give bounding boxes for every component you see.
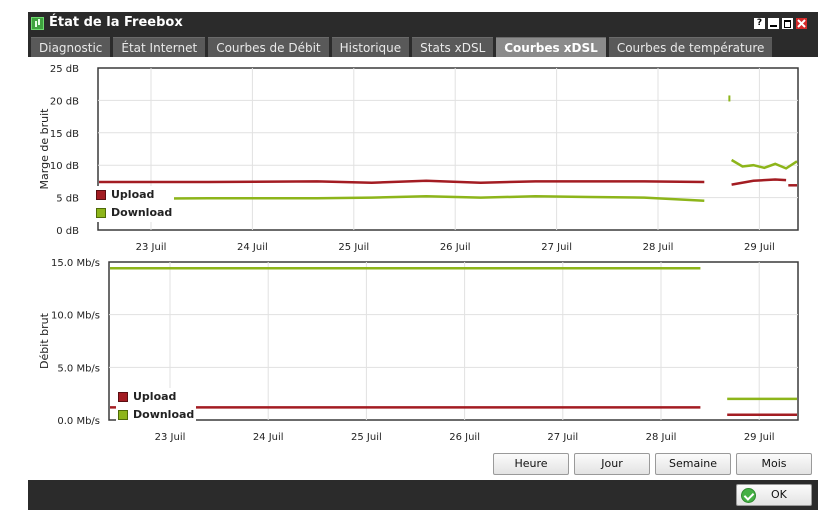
x-tick-label: 26 Juil bbox=[440, 242, 471, 253]
x-tick-label: 23 Juil bbox=[136, 242, 167, 253]
series-line-upload bbox=[731, 178, 787, 186]
tab-historique[interactable]: Historique bbox=[331, 37, 410, 57]
y-tick-label: 5.0 Mb/s bbox=[57, 363, 100, 374]
x-tick-label: 26 Juil bbox=[449, 432, 480, 443]
check-icon bbox=[741, 488, 756, 503]
x-tick-label: 25 Juil bbox=[338, 242, 369, 253]
x-tick-label: 24 Juil bbox=[237, 242, 268, 253]
x-tick-label: 25 Juil bbox=[351, 432, 382, 443]
x-tick-label: 23 Juil bbox=[155, 432, 186, 443]
window-title: État de la Freebox bbox=[49, 15, 183, 30]
series-line-download bbox=[730, 158, 798, 170]
plot-area bbox=[108, 261, 799, 421]
ok-button[interactable]: OK bbox=[736, 484, 812, 506]
y-tick-label: 0.0 Mb/s bbox=[57, 416, 100, 427]
y-tick-label: 0 dB bbox=[56, 226, 79, 237]
y-axis-label: Marge de bruit bbox=[38, 108, 51, 190]
help-button[interactable]: ? bbox=[754, 18, 765, 29]
tab-bar: Diagnostic État Internet Courbes de Débi… bbox=[31, 37, 775, 57]
freebox-status-window: État de la Freebox ? Diagnostic État Int… bbox=[28, 12, 818, 510]
title-bar[interactable]: État de la Freebox ? bbox=[28, 12, 818, 36]
x-tick-label: 24 Juil bbox=[253, 432, 284, 443]
plot-area bbox=[97, 67, 799, 231]
x-tick-label: 29 Juil bbox=[744, 432, 775, 443]
period-hour-button[interactable]: Heure bbox=[493, 453, 569, 475]
tab-content: 0 dB 5 dB 10 dB 15 dB 20 dB 25 dB 23 Juil 24 Ju… bbox=[28, 57, 818, 480]
minimize-button[interactable] bbox=[768, 18, 779, 29]
y-tick-label: 5 dB bbox=[56, 194, 79, 205]
period-day-button[interactable]: Jour bbox=[574, 453, 650, 475]
upload-swatch bbox=[118, 392, 128, 402]
x-tick-label: 28 Juil bbox=[646, 432, 677, 443]
ok-label: OK bbox=[771, 488, 787, 501]
legend-label: Download bbox=[133, 408, 195, 421]
legend-item-download: Download bbox=[94, 204, 174, 222]
y-tick-label: 10.0 Mb/s bbox=[51, 311, 100, 322]
legend-item-download: Download bbox=[116, 406, 196, 424]
x-tick-label: 27 Juil bbox=[547, 432, 578, 443]
legend-label: Upload bbox=[133, 390, 177, 403]
y-axis-label: Débit brut bbox=[38, 312, 51, 369]
dialog-footer: OK bbox=[28, 480, 818, 510]
series-line-upload bbox=[99, 179, 705, 184]
download-swatch bbox=[118, 410, 128, 420]
legend-item-upload: Upload bbox=[116, 388, 196, 406]
xdsl-charts: 0 dB 5 dB 10 dB 15 dB 20 dB 25 dB 23 Juil 24 Ju… bbox=[38, 64, 799, 443]
legend-item-upload: Upload bbox=[94, 186, 174, 204]
y-tick-label: 25 dB bbox=[50, 64, 79, 75]
close-button[interactable] bbox=[796, 18, 807, 29]
maximize-button[interactable] bbox=[782, 18, 793, 29]
y-tick-label: 20 dB bbox=[50, 96, 79, 107]
tab-etat-internet[interactable]: État Internet bbox=[113, 37, 206, 57]
data-point-download bbox=[728, 95, 731, 102]
tab-courbes-xdsl[interactable]: Courbes xDSL bbox=[496, 37, 606, 57]
period-month-button[interactable]: Mois bbox=[736, 453, 812, 475]
close-icon bbox=[797, 19, 806, 28]
legend-label: Download bbox=[111, 206, 173, 219]
y-tick-label: 15.0 Mb/s bbox=[51, 258, 100, 269]
rate-legend: Upload Download bbox=[116, 388, 196, 424]
period-week-button[interactable]: Semaine bbox=[655, 453, 731, 475]
y-tick-label: 10 dB bbox=[50, 161, 79, 172]
x-tick-label: 27 Juil bbox=[541, 242, 572, 253]
tab-courbes-debit[interactable]: Courbes de Débit bbox=[208, 37, 329, 57]
noise-legend: Upload Download bbox=[94, 186, 174, 222]
y-tick-label: 15 dB bbox=[50, 129, 79, 140]
upload-swatch bbox=[96, 190, 106, 200]
legend-label: Upload bbox=[111, 188, 155, 201]
freebox-app-icon bbox=[31, 17, 44, 30]
download-swatch bbox=[96, 208, 106, 218]
tab-stats-xdsl[interactable]: Stats xDSL bbox=[412, 37, 494, 57]
series-line-download bbox=[98, 195, 705, 203]
x-tick-label: 29 Juil bbox=[744, 242, 775, 253]
tab-courbes-temperature[interactable]: Courbes de température bbox=[608, 37, 773, 57]
x-tick-label: 28 Juil bbox=[643, 242, 674, 253]
tab-diagnostic[interactable]: Diagnostic bbox=[31, 37, 111, 57]
